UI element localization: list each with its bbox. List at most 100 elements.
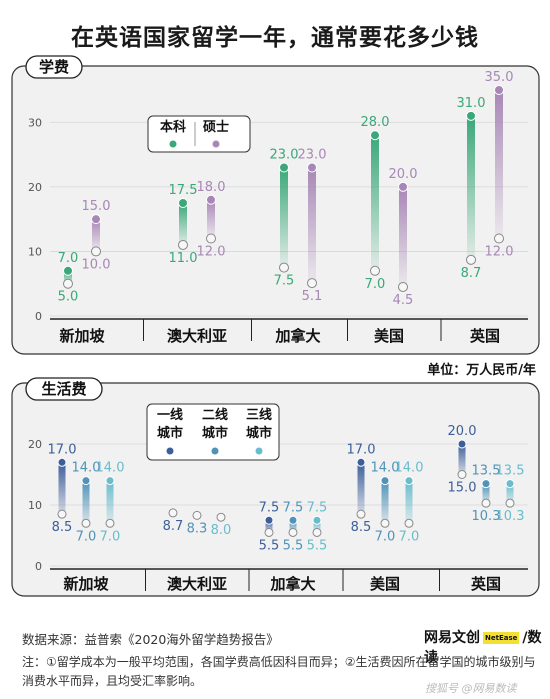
data-label-low: 8.0 xyxy=(211,523,232,538)
panel-title-tab xyxy=(25,55,83,79)
low-point xyxy=(216,512,226,522)
data-label-low: 7.0 xyxy=(365,277,386,292)
low-point xyxy=(192,510,202,520)
low-point xyxy=(81,518,91,528)
legend-label-line2: 城市 xyxy=(157,425,183,441)
data-label-high: 17.5 xyxy=(169,183,198,198)
low-point xyxy=(178,239,188,250)
range-bar xyxy=(179,203,187,245)
low-point xyxy=(279,262,289,273)
data-label-low: 10.3 xyxy=(496,509,525,524)
chart-panel-0: 0 10 20 30 新加坡 澳大利亚 加拿大 美国 英国 7.0 5.0 17.5 11.0 23.0 7… xyxy=(11,55,540,355)
range-bar xyxy=(458,444,466,475)
low-point xyxy=(370,265,380,276)
high-point xyxy=(91,214,101,225)
category-label: 新加坡 xyxy=(63,575,108,593)
low-point xyxy=(380,518,390,528)
category-label: 美国 xyxy=(374,327,404,345)
range-bar xyxy=(405,480,413,524)
low-point xyxy=(398,281,408,292)
range-bar xyxy=(82,480,90,524)
range-bar xyxy=(280,167,288,268)
legend-swatch xyxy=(255,447,263,455)
watermark: 搜狐号 @网易数读 xyxy=(425,682,517,695)
range-bar xyxy=(495,90,503,239)
data-label-high: 17.0 xyxy=(347,442,376,457)
low-point xyxy=(63,278,73,289)
data-label-high: 28.0 xyxy=(361,115,390,130)
data-label-low: 15.0 xyxy=(448,481,477,496)
low-point xyxy=(312,527,322,537)
range-bar xyxy=(207,199,215,239)
legend-label: 硕士 xyxy=(203,119,229,135)
data-label-high: 23.0 xyxy=(270,147,299,162)
data-label-high: 23.0 xyxy=(298,147,327,162)
data-label-low: 11.0 xyxy=(169,251,198,266)
data-label-low: 7.5 xyxy=(274,274,295,289)
high-point xyxy=(404,476,414,486)
data-label-low: 8.3 xyxy=(187,521,208,536)
high-point xyxy=(63,265,73,276)
chart-panel-1: 0 10 20 新加坡 澳大利亚 加拿大 美国 英国 17.0 8.5 8.7 7.5 5.5 17.0 8… xyxy=(11,377,540,597)
y-tick-label: 20 xyxy=(28,438,42,451)
data-label-high: 20.0 xyxy=(448,424,477,439)
low-point xyxy=(206,233,216,244)
data-label-high: 7.5 xyxy=(307,500,328,515)
y-tick-label: 0 xyxy=(35,310,42,323)
low-point xyxy=(168,508,178,518)
low-point xyxy=(356,509,366,519)
range-bar xyxy=(506,483,514,504)
low-point xyxy=(264,527,274,537)
panel-frame xyxy=(11,382,540,597)
data-label-low: 8.7 xyxy=(461,266,482,281)
range-bar xyxy=(357,462,365,515)
data-label-low: 12.0 xyxy=(485,245,514,260)
category-label: 美国 xyxy=(370,575,400,593)
high-point xyxy=(356,457,366,467)
y-tick-label: 20 xyxy=(28,181,42,194)
legend-swatch xyxy=(169,140,177,148)
data-label-high: 14.0 xyxy=(371,461,400,476)
legend-box xyxy=(146,403,280,461)
data-label-low: 7.0 xyxy=(76,529,97,544)
category-label: 新加坡 xyxy=(59,327,104,345)
y-tick-label: 0 xyxy=(35,560,42,573)
low-point xyxy=(494,233,504,244)
data-label-high: 7.0 xyxy=(58,251,79,266)
range-bar xyxy=(467,115,475,260)
high-point xyxy=(279,162,289,173)
category-label: 加拿大 xyxy=(269,575,315,593)
high-point xyxy=(466,110,476,121)
data-label-high: 31.0 xyxy=(457,96,486,111)
high-point xyxy=(494,85,504,95)
high-point xyxy=(105,476,115,486)
legend-label: 二线 xyxy=(202,407,228,423)
panel-title: 生活费 xyxy=(41,380,86,398)
category-label: 澳大利亚 xyxy=(167,575,227,593)
low-point xyxy=(505,498,515,508)
data-label-high: 14.0 xyxy=(395,461,424,476)
data-source: 数据来源：益普索《2020海外留学趋势报告》 xyxy=(22,632,279,647)
legend-label: 一线 xyxy=(157,407,183,423)
high-point xyxy=(57,457,67,467)
panel-frame xyxy=(11,65,540,355)
high-point xyxy=(206,194,216,205)
category-label: 澳大利亚 xyxy=(167,327,227,345)
brand-suffix: /数读 xyxy=(424,630,542,666)
category-label: 英国 xyxy=(471,575,501,593)
data-label-high: 7.5 xyxy=(283,500,304,515)
low-point xyxy=(466,254,476,265)
range-bar xyxy=(308,167,316,284)
range-bar xyxy=(92,219,100,252)
y-tick-label: 30 xyxy=(28,116,42,129)
range-bar xyxy=(381,480,389,524)
range-bar xyxy=(482,483,490,504)
data-label-high: 17.0 xyxy=(48,442,77,457)
high-point xyxy=(178,198,188,208)
brand-badge: NetEase xyxy=(483,632,520,644)
data-label-low: 8.7 xyxy=(163,519,184,534)
data-label-low: 8.5 xyxy=(52,520,73,535)
high-point xyxy=(457,439,467,449)
legend-label-line2: 城市 xyxy=(246,425,272,441)
brand-logo: 网易文创 NetEase/数读 xyxy=(424,627,550,667)
